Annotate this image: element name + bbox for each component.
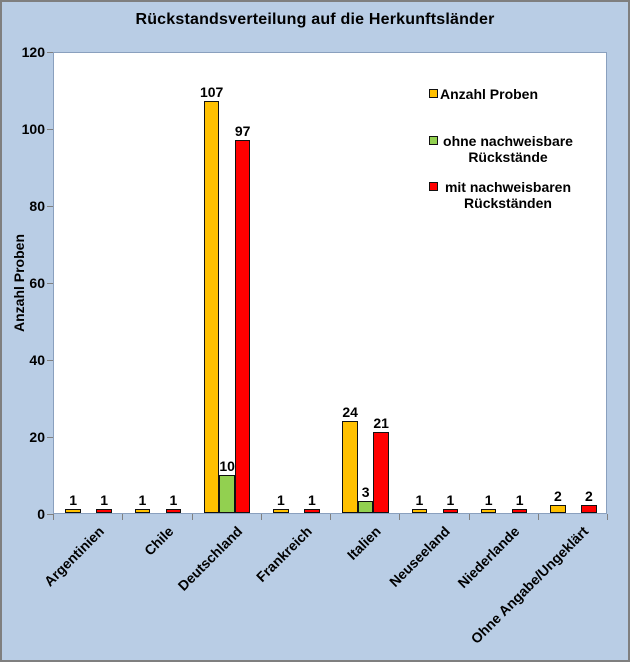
bar-value-label: 1 (169, 492, 178, 509)
y-tick-label: 100 (21, 121, 45, 137)
x-axis-tick (399, 514, 401, 520)
bar (134, 509, 151, 513)
legend-item: mit nachweisbaren Rückständen (429, 179, 599, 211)
legend-item: Anzahl Proben (429, 86, 599, 102)
y-axis-tick (47, 283, 53, 284)
bar (273, 509, 289, 513)
bar-value-label: 1 (415, 492, 424, 509)
x-axis-tick (330, 514, 331, 520)
bar (357, 501, 374, 513)
bar (342, 420, 358, 513)
legend-label: mit nachweisbaren Rückständen (444, 179, 572, 211)
bar-value-label: 1 (307, 492, 316, 509)
bar-value-label: 1 (276, 492, 285, 509)
y-tick-label: 20 (29, 429, 45, 445)
x-axis-label: Chile (140, 523, 177, 559)
bar (442, 509, 459, 513)
x-axis-label: Argentinien (40, 523, 107, 590)
bar-value-label: 107 (199, 84, 224, 101)
y-tick-label: 0 (37, 506, 45, 522)
legend-label: Anzahl Proben (440, 86, 539, 102)
legend: Anzahl Proben ohne nachweisbare Rückständ… (429, 86, 599, 211)
x-axis-label: Niederlande (454, 523, 523, 591)
chart-title: Rückstandsverteilung auf die Herkunftslä… (135, 11, 495, 28)
x-axis-tick (537, 514, 539, 520)
bar (373, 432, 389, 513)
x-axis-tick (607, 514, 608, 520)
y-axis-tick (47, 206, 53, 207)
bar (65, 509, 81, 513)
bar-value-label: 1 (69, 492, 78, 509)
y-axis-tick (47, 437, 53, 438)
y-axis-tick (47, 52, 53, 53)
bar-value-label: 1 (484, 492, 493, 509)
bar (581, 505, 597, 513)
bar (96, 509, 112, 513)
bar-value-label: 1 (515, 492, 524, 509)
y-axis-tick (47, 360, 53, 361)
bar (219, 474, 235, 513)
bar-value-label: 1 (100, 492, 109, 509)
legend-swatch (429, 136, 438, 145)
bar-value-label: 10 (219, 457, 235, 474)
bar-value-label: 3 (361, 484, 370, 501)
bar (511, 509, 528, 513)
legend-swatch (429, 89, 438, 98)
x-axis-tick (53, 514, 54, 520)
y-tick-label: 40 (29, 352, 45, 368)
bar-value-label: 1 (446, 492, 455, 509)
bar-value-label: 1 (138, 492, 147, 509)
x-axis-label: Neuseeland (386, 523, 454, 590)
x-axis-label: Deutschland (174, 523, 246, 594)
y-tick-label: 80 (29, 198, 45, 214)
bar (203, 101, 220, 513)
bar-value-label: 2 (553, 488, 562, 505)
legend-swatch (429, 182, 438, 191)
bar-value-label: 24 (342, 403, 358, 420)
x-axis-label: Ohne Angabe/Ungeklärt (467, 523, 592, 647)
bar (550, 505, 566, 513)
bar-value-label: 97 (234, 122, 251, 139)
bar (165, 509, 182, 513)
y-tick-label: 60 (29, 275, 45, 291)
y-tick-label: 120 (21, 44, 45, 60)
bar (234, 139, 251, 513)
bar (411, 509, 428, 513)
x-axis-label: Italien (344, 523, 384, 563)
y-axis-tick (47, 129, 53, 130)
x-axis-tick (191, 514, 193, 520)
legend-item: ohne nachweisbare Rückstände (429, 133, 599, 165)
x-axis-tick (122, 514, 124, 520)
bar-value-label: 21 (373, 415, 389, 432)
plot-area: 1 1 1 1 107 10 97 1 1 24 3 21 1 1 1 1 2 2 (53, 52, 607, 514)
legend-label: ohne nachweisbare Rückstände (443, 133, 573, 165)
x-axis-label: Frankreich (252, 523, 315, 585)
y-axis-tick (47, 514, 53, 515)
bar-value-label: 2 (584, 488, 593, 505)
x-axis-tick (468, 514, 470, 520)
bar (304, 509, 320, 513)
x-axis-tick (260, 514, 262, 520)
bar (480, 509, 497, 513)
